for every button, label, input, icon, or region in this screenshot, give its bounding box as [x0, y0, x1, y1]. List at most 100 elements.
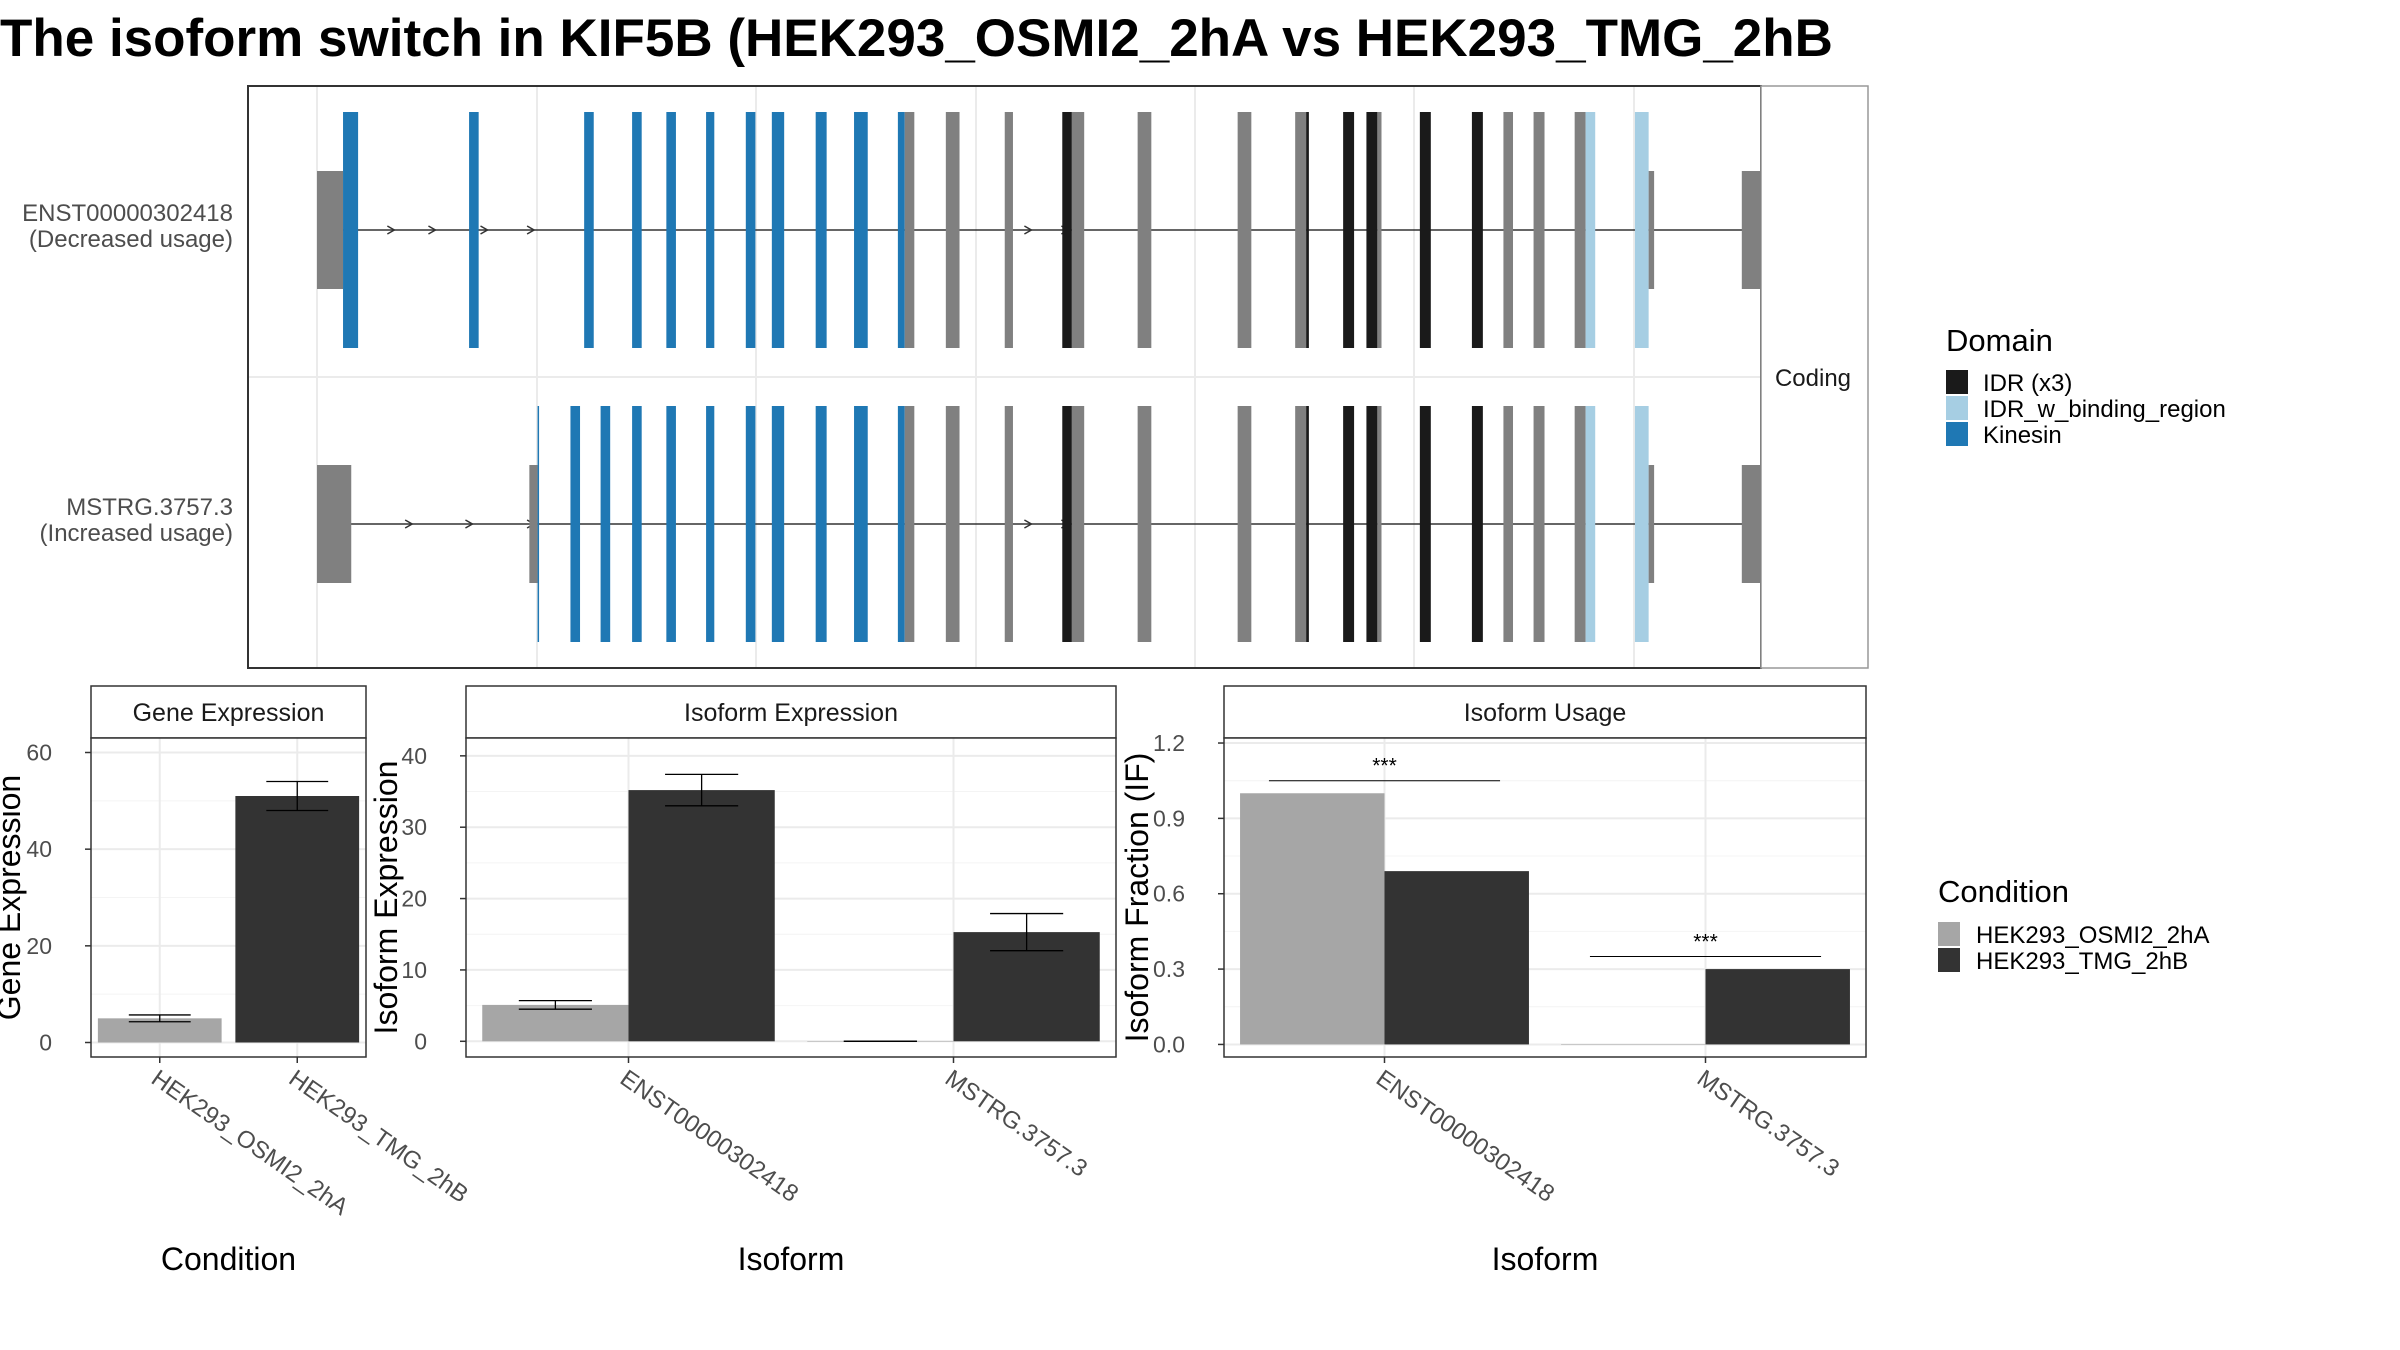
figure-title: The isoform switch in KIF5B (HEK293_OSMI… [0, 9, 1833, 68]
panel-strip [90, 685, 367, 739]
exon-block [1648, 171, 1655, 289]
intron-arrow [465, 519, 474, 529]
exon-block [1137, 406, 1152, 642]
bar [1384, 871, 1529, 1045]
exon-block [1533, 112, 1545, 348]
x-tick-label: ENST00000302418 [615, 1065, 803, 1208]
exon-block [897, 112, 905, 348]
exon-block [632, 406, 642, 642]
exon-block [1062, 406, 1072, 642]
intron-arrow [404, 519, 414, 529]
exon-block [1634, 406, 1649, 642]
exon-block [1062, 112, 1072, 348]
bar [1705, 969, 1850, 1045]
exon-block [317, 171, 344, 289]
exon-block [771, 112, 785, 348]
exon-block [1071, 112, 1085, 348]
intron-arrow [428, 225, 437, 235]
y-tick-label: 0 [414, 1028, 427, 1054]
panel-border [1223, 737, 1867, 1058]
exon-block [469, 112, 479, 348]
panel-border [90, 737, 367, 1058]
y-axis-title: Isoform Fraction (IF) [1119, 753, 1155, 1043]
y-tick-label: 10 [401, 957, 427, 983]
exon-block [771, 406, 785, 642]
intron-arrow [1024, 519, 1033, 529]
exon-block [1574, 112, 1586, 348]
exon-block [1306, 406, 1309, 642]
domain-legend-label: IDR_w_binding_region [1983, 396, 2226, 423]
x-axis-title: Condition [161, 1241, 296, 1277]
exon-block [1004, 406, 1013, 642]
isoform-usage-label: (Increased usage) [40, 520, 233, 547]
x-axis-title: Isoform [1492, 1241, 1599, 1277]
isoform-usage-label: (Decreased usage) [29, 226, 233, 253]
panel-strip [1223, 685, 1867, 739]
y-tick-label: 30 [401, 814, 427, 840]
exon-block [666, 112, 676, 348]
bar [1240, 793, 1385, 1045]
exon-block [1377, 406, 1382, 642]
exon-block [745, 112, 756, 348]
x-axis-title: Isoform [738, 1241, 845, 1277]
condition-legend-title: Condition [1938, 874, 2069, 909]
intron-arrow [1024, 225, 1033, 235]
exon-block [537, 406, 540, 642]
exon-block [1585, 406, 1596, 642]
exon-block [1306, 112, 1309, 348]
x-tick-label: ENST00000302418 [1371, 1065, 1559, 1208]
y-axis-title: Gene Expression [0, 775, 27, 1020]
exon-block [815, 406, 827, 642]
intron-arrow [526, 225, 536, 235]
exon-block [706, 112, 715, 348]
bar [628, 790, 775, 1042]
y-tick-label: 40 [26, 836, 52, 862]
domain-legend-title: Domain [1946, 323, 2053, 358]
exon-block [570, 406, 581, 642]
y-tick-label: 20 [401, 886, 427, 912]
exon-block [897, 406, 905, 642]
x-tick-label: MSTRG.3757.3 [940, 1065, 1092, 1183]
y-tick-label: 0 [39, 1030, 52, 1056]
domain-legend-label: IDR (x3) [1983, 370, 2072, 397]
intron-arrow [386, 225, 396, 235]
significance-label: *** [1372, 755, 1397, 778]
condition-legend-key [1938, 922, 1960, 946]
y-tick-label: 0.3 [1153, 956, 1185, 982]
exon-block [1237, 112, 1252, 348]
exon-block [1343, 112, 1355, 348]
panel-border [465, 737, 1117, 1058]
exon-block [1574, 406, 1586, 642]
exon-block [1137, 112, 1152, 348]
exon-block [945, 406, 960, 642]
exon-block [343, 112, 359, 348]
exon-block [1366, 406, 1378, 642]
domain-legend-key [1946, 422, 1968, 446]
exon-block [854, 112, 868, 348]
domain-legend-label: Kinesin [1983, 422, 2062, 449]
bar [482, 1004, 629, 1042]
bar-panels: Gene Expression0204060HEK293_OSMI2_2hAHE… [0, 685, 1867, 1277]
isoform-id-label: ENST00000302418 [22, 200, 233, 227]
condition-legend-label: HEK293_OSMI2_2hA [1976, 922, 2209, 949]
exon-block [1533, 406, 1545, 642]
exon-block [1004, 112, 1013, 348]
y-tick-label: 20 [26, 933, 52, 959]
exon-block [945, 112, 960, 348]
exon-block [1295, 112, 1307, 348]
exon-block [1471, 406, 1483, 642]
exon-block [1366, 112, 1378, 348]
exon-block [1237, 406, 1252, 642]
y-tick-label: 0.6 [1153, 881, 1185, 907]
exon-block [1419, 406, 1431, 642]
x-tick-label: MSTRG.3757.3 [1692, 1065, 1844, 1183]
panel-strip-label: Isoform Usage [1464, 699, 1627, 727]
exon-block [1585, 112, 1596, 348]
exon-block [1295, 406, 1307, 642]
exon-block [1419, 112, 1431, 348]
exon-block [1634, 112, 1649, 348]
y-tick-label: 1.2 [1153, 730, 1185, 756]
panel-strip [465, 685, 1117, 739]
exon-block [632, 112, 642, 348]
